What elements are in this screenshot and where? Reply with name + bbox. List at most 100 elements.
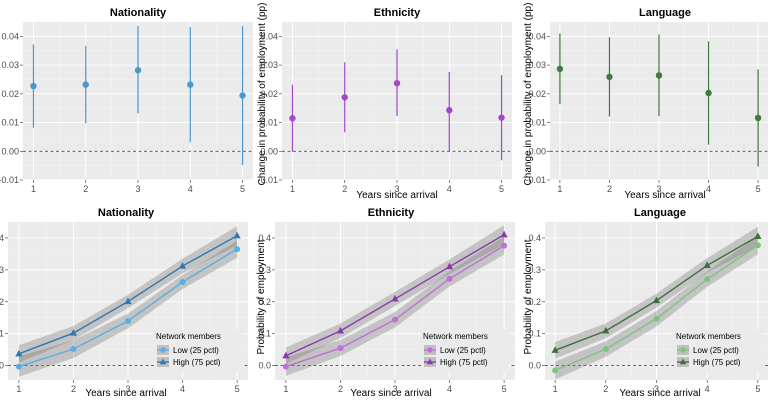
y-tick-label: 0.02 bbox=[1, 89, 19, 99]
y-tick-label: 0.3 bbox=[258, 265, 271, 275]
y-tick-label: 0.1 bbox=[528, 329, 541, 339]
legend-key-marker bbox=[426, 358, 434, 365]
x-tick-label: 1 bbox=[553, 384, 558, 394]
x-tick-label: 3 bbox=[656, 184, 661, 194]
x-tick-label: 4 bbox=[447, 384, 452, 394]
data-point bbox=[336, 326, 345, 334]
data-point bbox=[392, 316, 398, 323]
data-point bbox=[551, 346, 559, 353]
data-point bbox=[15, 363, 22, 370]
data-point bbox=[602, 346, 609, 353]
data-point bbox=[70, 346, 77, 353]
data-point bbox=[282, 351, 290, 359]
data-point bbox=[655, 72, 663, 79]
y-tick-label: .3 bbox=[0, 265, 4, 275]
x-tick-label: 1 bbox=[290, 184, 295, 194]
x-tick-label: 1 bbox=[16, 384, 21, 394]
y-tick-label: 0.2 bbox=[528, 297, 541, 307]
y-tick-label: 0.03 bbox=[528, 60, 546, 70]
y-tick-label: 0.02 bbox=[260, 89, 278, 99]
legend-background bbox=[674, 330, 762, 372]
panel-title: Language bbox=[634, 207, 686, 219]
legend-label: High (75 pctl) bbox=[173, 358, 221, 367]
y-tick-label: 0.01 bbox=[1, 118, 19, 128]
data-point bbox=[239, 92, 246, 99]
legend: Network members Low (25 pctl) High (75 pct… bbox=[154, 330, 242, 372]
legend-key-marker bbox=[680, 347, 686, 353]
data-point bbox=[704, 276, 711, 283]
plot-panel: -0.01 0.00 0.01 0.02 0.03 0.04 1 2 3 4 5 bbox=[0, 22, 253, 194]
data-point bbox=[82, 81, 89, 88]
y-tick-label: 0.0 bbox=[528, 361, 541, 371]
data-point bbox=[179, 279, 186, 286]
legend-title: Network members bbox=[423, 332, 488, 341]
panel-title: Ethnicity bbox=[368, 207, 415, 219]
data-point bbox=[233, 231, 241, 239]
data-point bbox=[446, 106, 453, 114]
data-point bbox=[498, 114, 505, 121]
x-axis-title: Years since arrival bbox=[356, 190, 437, 201]
x-tick-label: 4 bbox=[705, 384, 710, 394]
x-tick-label: 5 bbox=[235, 384, 240, 394]
plot-panel: -0.01 0.00 0.01 0.02 0.03 0.04 1 2 3 4 5 bbox=[257, 22, 512, 194]
x-tick-label: 4 bbox=[180, 384, 185, 394]
y-tick-label: 0.4 bbox=[258, 233, 271, 243]
y-tick-label: 0.01 bbox=[528, 118, 546, 128]
y-tick-label: 0.01 bbox=[260, 118, 278, 128]
legend-label: Low (25 pctl) bbox=[173, 346, 219, 355]
y-tick-label: 0.03 bbox=[1, 60, 19, 70]
legend: Network members Low (25 pctl) High (75 pct… bbox=[421, 330, 509, 372]
panel-nationality-probability: Nationality Years since arrival bbox=[85, 207, 166, 399]
data-point bbox=[652, 296, 661, 304]
x-tick-label: 3 bbox=[394, 184, 399, 194]
x-tick-label: 2 bbox=[607, 184, 612, 194]
panel-language-probability: Language Years since arrival Probability… bbox=[523, 207, 701, 399]
legend-key-marker bbox=[679, 358, 687, 365]
data-point bbox=[187, 81, 194, 88]
data-point bbox=[552, 367, 559, 374]
plot-panel: .0 .1 .2 .3 .4 1 2 3 4 5 Network members Low (25 pc… bbox=[0, 222, 248, 394]
data-point bbox=[30, 82, 37, 90]
data-point bbox=[446, 275, 453, 282]
data-point bbox=[282, 363, 289, 370]
x-tick-label: 2 bbox=[338, 384, 343, 394]
data-point bbox=[653, 315, 660, 322]
y-tick-label: 0.04 bbox=[1, 31, 19, 41]
y-tick-label: 0.03 bbox=[260, 60, 278, 70]
confidence-band bbox=[555, 226, 758, 359]
legend-label: High (75 pctl) bbox=[693, 358, 741, 367]
data-point bbox=[337, 345, 344, 352]
data-point bbox=[393, 79, 401, 87]
y-tick-label: 0.0 bbox=[258, 361, 271, 371]
data-point bbox=[15, 349, 23, 357]
plot-panel: 0.0 0.1 0.2 0.3 0.4 1 2 3 4 5 Network members Low (… bbox=[258, 222, 515, 394]
y-tick-label: 0.1 bbox=[258, 329, 271, 339]
y-tick-label: .2 bbox=[0, 297, 4, 307]
plot-layer: -0.010.000.010.020.030.041 2 3 4 5-0.010.000… bbox=[0, 22, 768, 394]
x-tick-label: 2 bbox=[83, 184, 88, 194]
x-tick-label: 1 bbox=[283, 384, 288, 394]
data-point bbox=[705, 89, 712, 97]
x-tick-label: 2 bbox=[342, 184, 347, 194]
data-point bbox=[289, 115, 296, 122]
x-tick-label: 2 bbox=[603, 384, 608, 394]
x-tick-label: 3 bbox=[125, 384, 130, 394]
data-point bbox=[341, 94, 348, 101]
data-point bbox=[606, 73, 613, 81]
panel-ethnicity-change: Ethnicity Years since arrival Change in … bbox=[257, 3, 438, 201]
x-tick-label: 3 bbox=[392, 384, 397, 394]
x-axis-title: Years since arrival bbox=[85, 388, 166, 399]
confidence-band bbox=[555, 236, 758, 380]
panel-title: Nationality bbox=[98, 207, 155, 219]
legend-label: High (75 pctl) bbox=[440, 358, 488, 367]
y-axis-title: Probability of employment bbox=[256, 239, 267, 354]
data-point bbox=[234, 246, 241, 253]
data-point bbox=[754, 114, 762, 122]
data-point bbox=[124, 297, 132, 305]
data-point bbox=[501, 242, 508, 249]
y-tick-label: 0.00 bbox=[260, 146, 278, 156]
data-point bbox=[602, 326, 610, 334]
x-axis-title: Years since arrival bbox=[619, 388, 700, 399]
y-axis-title: Change in probability of employment (pp) bbox=[257, 3, 268, 186]
